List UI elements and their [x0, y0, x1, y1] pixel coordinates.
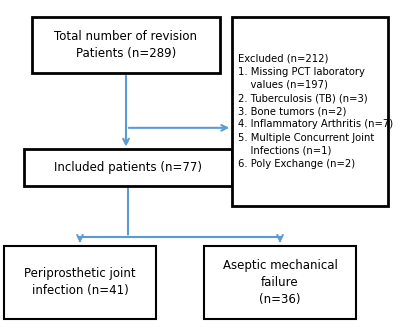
FancyBboxPatch shape [4, 246, 156, 319]
FancyBboxPatch shape [204, 246, 356, 319]
Text: Excluded (n=212)
1. Missing PCT laboratory
    values (n=197)
2. Tuberculosis (T: Excluded (n=212) 1. Missing PCT laborato… [238, 53, 393, 169]
Text: Periprosthetic joint
infection (n=41): Periprosthetic joint infection (n=41) [24, 267, 136, 297]
FancyBboxPatch shape [232, 17, 388, 206]
FancyBboxPatch shape [24, 149, 232, 186]
Text: Aseptic mechanical
failure
(n=36): Aseptic mechanical failure (n=36) [222, 259, 338, 306]
FancyBboxPatch shape [32, 17, 220, 73]
Text: Included patients (n=77): Included patients (n=77) [54, 161, 202, 174]
Text: Total number of revision
Patients (n=289): Total number of revision Patients (n=289… [54, 30, 198, 60]
